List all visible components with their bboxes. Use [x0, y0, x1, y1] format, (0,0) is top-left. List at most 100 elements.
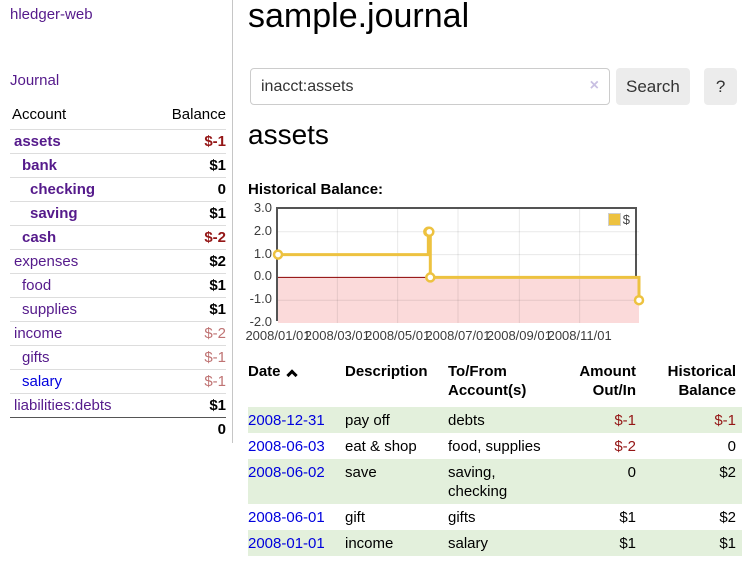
register-col-amount: Amount Out/In	[579, 363, 636, 399]
account-balance: $1	[149, 201, 226, 226]
account-balance: $-2	[149, 225, 226, 250]
x-axis-tick-label: 2008/07/01	[425, 328, 491, 343]
account-row: liabilities:debts $1	[10, 394, 226, 418]
account-link[interactable]: checking	[30, 181, 96, 198]
account-row: supplies $1	[10, 297, 226, 322]
register-col-date[interactable]: Date	[248, 360, 345, 407]
y-axis-tick-label: 3.0	[253, 200, 272, 215]
y-axis-tick-label: 0.0	[253, 268, 272, 284]
register-cell-accounts: saving, checking	[448, 459, 558, 504]
register-cell-description: pay off	[345, 407, 448, 433]
search-button[interactable]: Search	[616, 68, 690, 105]
register-cell-accounts: salary	[448, 530, 558, 556]
data-point-marker	[425, 272, 436, 283]
register-cell-date: 2008-12-31	[248, 407, 345, 433]
register-cell-amount: $-2	[614, 438, 636, 455]
account-balance: $-2	[149, 321, 226, 346]
historical-balance-chart: $ 3.0 2.0 1.0 0.0 -1.0 -2.0 2008/01/01 2008/03…	[245, 200, 742, 354]
search-input[interactable]	[250, 68, 610, 105]
register-col-accounts: To/From Account(s)	[448, 363, 527, 399]
register-cell-description: gift	[345, 509, 366, 526]
account-heading: assets	[248, 119, 329, 150]
account-balance: $2	[149, 249, 226, 274]
x-axis-tick-label: 2008/03/01	[304, 328, 370, 343]
register-cell-balance: $1	[646, 530, 742, 556]
legend-swatch-icon	[607, 213, 621, 226]
account-row: checking 0	[10, 177, 226, 202]
transaction-date-link[interactable]: 2008-06-01	[248, 509, 325, 526]
sidebar-item-journal[interactable]: Journal	[10, 72, 60, 89]
register-cell-accounts: food, supplies	[448, 438, 541, 455]
x-axis-tick-label: 2008/11/01	[547, 328, 612, 343]
account-link[interactable]: expenses	[14, 253, 79, 270]
y-axis-tick-label: 1.0	[253, 245, 272, 261]
account-link[interactable]: gifts	[22, 349, 50, 366]
account-link[interactable]: cash	[22, 229, 57, 246]
transaction-date-link[interactable]: 2008-12-31	[248, 412, 325, 429]
account-balance: $-1	[149, 369, 226, 394]
account-link[interactable]: assets	[14, 133, 61, 150]
transaction-date-link[interactable]: 2008-06-02	[248, 464, 325, 481]
register-row: 2008-12-31 pay off debts $-1 $-1	[248, 407, 742, 433]
register-cell-balance: 0	[727, 438, 736, 455]
accounts-header-row: Account Balance	[10, 103, 226, 130]
account-balance: $1	[149, 153, 226, 178]
search-form: × Search ?	[250, 68, 738, 105]
account-row: income $-2	[10, 321, 226, 346]
register-col-description: Description	[345, 363, 428, 380]
register-cell-amount: $1	[558, 530, 646, 556]
account-link[interactable]: saving	[30, 205, 78, 222]
account-link[interactable]: food	[22, 277, 52, 294]
account-link[interactable]: bank	[22, 157, 58, 174]
account-row: expenses $2	[10, 249, 226, 274]
account-link[interactable]: supplies	[22, 301, 78, 318]
y-axis-tick-label: 2.0	[253, 222, 272, 238]
register-cell-amount: 0	[558, 459, 646, 504]
register-row: 2008-01-01 income salary $1 $1	[248, 530, 742, 556]
main-content: sample.journal × Search ? assets Histori…	[245, 0, 742, 582]
register-cell-description: eat & shop	[345, 438, 417, 455]
y-axis-tick-label: -1.0	[249, 291, 272, 307]
y-axis-tick-label: -2.0	[249, 314, 272, 329]
transaction-date-link[interactable]: 2008-01-01	[248, 535, 325, 552]
negative-region	[278, 277, 639, 323]
data-point-marker	[633, 294, 645, 306]
account-row: bank $1	[10, 153, 226, 178]
accounts-col-balance: Balance	[149, 103, 226, 130]
register-cell-amount: $-1	[558, 407, 646, 433]
register-cell-amount: $1	[619, 509, 636, 526]
transaction-date-link[interactable]: 2008-06-03	[248, 438, 325, 455]
account-link[interactable]: liabilities:debts	[14, 397, 112, 414]
account-row: assets $-1	[10, 129, 226, 154]
register-cell-accounts: gifts	[448, 509, 476, 526]
data-point-marker	[424, 226, 435, 238]
register-cell-balance: $2	[646, 459, 742, 504]
spacer	[10, 417, 150, 442]
app-title-link[interactable]: hledger-web	[10, 6, 93, 23]
account-balance: $-1	[149, 345, 226, 370]
accounts-table: Account Balance assets $-1 bank $1 checking 0…	[10, 103, 226, 442]
register-col-balance: Historical Balance	[667, 363, 736, 399]
register-cell-description: income	[345, 530, 448, 556]
account-row: salary $-1	[10, 369, 226, 394]
help-button[interactable]: ?	[703, 68, 738, 105]
register-table: Date Description To/From Account(s) Amou…	[248, 360, 742, 556]
accounts-total-balance: 0	[149, 417, 226, 442]
chart-heading: Historical Balance:	[248, 181, 384, 198]
account-balance: 0	[149, 177, 226, 202]
accounts-col-account: Account	[10, 103, 150, 130]
chart-plot-area: $	[272, 207, 645, 323]
register-cell-date: 2008-06-03	[248, 433, 345, 459]
chart-svg	[272, 209, 645, 323]
accounts-total-row: 0	[10, 417, 226, 442]
data-point-marker	[272, 249, 284, 260]
clear-search-icon[interactable]: ×	[589, 77, 599, 94]
register-cell-balance: $-1	[646, 407, 742, 433]
sidebar: hledger-web Journal Account Balance asse…	[0, 0, 233, 443]
sort-ascending-icon	[285, 369, 298, 381]
register-table-body: 2008-12-31 pay off debts $-1 $-1 2008-06-03 ea…	[248, 407, 742, 556]
register-cell-date: 2008-01-01	[248, 530, 345, 556]
register-header-row: Date Description To/From Account(s) Amou…	[248, 360, 742, 407]
account-link[interactable]: salary	[22, 373, 63, 390]
account-link[interactable]: income	[14, 325, 63, 342]
